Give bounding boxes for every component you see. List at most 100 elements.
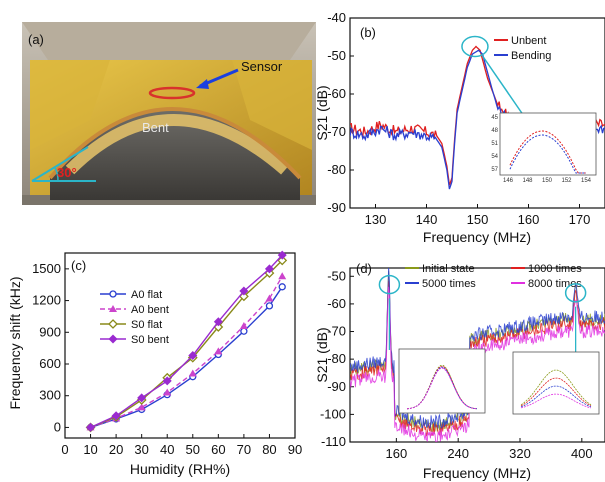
- panel-c-chart: (c) 0 10 20 30 40 50 60 70 80 9003006009001200150…: [7, 250, 302, 477]
- panel-d-inset-left-frame: [398, 348, 486, 414]
- panel-b-inset-ytick: 57: [491, 167, 498, 173]
- panel-b-chart: (b) 130 140 150 160 170 -40 -50 -60 -70 -80 -90 Fr…: [314, 10, 605, 245]
- panel-c-point-s0-flat: [277, 255, 288, 266]
- panel-b-inset-xtick: 148: [522, 178, 533, 184]
- panel-a-label: (a): [28, 32, 44, 47]
- panel-d-chart: 160 240 320 400-50-60-70-80-90-100-110 (d) …: [314, 261, 605, 481]
- panel-d-peak1-highlight: [378, 274, 401, 295]
- panel-b-legend-label: Unbent: [511, 35, 546, 47]
- panel-c-point-s0-bent: [277, 250, 287, 260]
- panel-c-point-a0-bent: [163, 388, 172, 396]
- panel-d-series-5000-times: [350, 268, 605, 429]
- panel-c-series-a0-flat: [90, 286, 283, 429]
- panel-c-ytick-label: 1200: [32, 293, 61, 308]
- panel-b-xtick-label: 130: [365, 212, 387, 227]
- panel-c-point-s0-bent: [188, 351, 198, 361]
- panel-d-legend-label: 1000 times: [528, 263, 582, 275]
- panel-c-ytick-label: 0: [54, 419, 61, 434]
- panel-d-xlabel: Frequency (MHz): [423, 465, 531, 481]
- panel-c-legend-label: S0 bent: [131, 334, 169, 346]
- panel-c-legend-marker-s0-flat: [108, 319, 118, 329]
- panel-b-inset-curve: [509, 134, 586, 174]
- panel-b-inset-ytick: 54: [491, 154, 498, 160]
- panel-b-ytick-label: -50: [327, 48, 346, 63]
- panel-d-ytick-label: -110: [321, 434, 346, 449]
- panel-b-xtick-label: 140: [416, 212, 438, 227]
- panel-c-legend-marker-a0-bent: [109, 305, 117, 312]
- panel-b-xtick-label: 160: [518, 212, 540, 227]
- panel-c-ytick-label: 300: [39, 388, 61, 403]
- panel-c-axes-frame: [64, 252, 296, 439]
- panel-c-series-s0-bent: [90, 254, 283, 429]
- panel-b-inset-xtick: 150: [542, 178, 553, 184]
- sensor-arrow-head: [196, 79, 209, 89]
- panel-c-point-a0-bent: [137, 403, 146, 411]
- panel-b-zoom-arrow: [481, 55, 529, 123]
- panel-c-xtick-label: 0: [61, 442, 68, 457]
- panel-d-inset-right-curve: [520, 385, 592, 408]
- panel-b-legend-label: Bending: [511, 50, 551, 62]
- panel-d-ytick-label: -100: [320, 406, 346, 421]
- angle-line-slope: [31, 146, 89, 182]
- panel-c-series-s0-flat: [90, 259, 283, 429]
- panel-c-point-a0-bent: [188, 369, 197, 377]
- panel-c-xtick-label: 90: [288, 442, 302, 457]
- panel-c-point-s0-bent: [213, 317, 223, 327]
- panel-c-xtick-label: 40: [160, 442, 174, 457]
- panel-c-xtick-label: 20: [109, 442, 123, 457]
- panel-c-series-a0-bent: [90, 275, 283, 429]
- panel-b-inset-curve: [509, 130, 586, 174]
- panel-c-ytick-label: 1500: [32, 261, 61, 276]
- bent-label: Bent: [142, 120, 169, 135]
- panel-c-xtick-label: 10: [83, 442, 97, 457]
- panel-b-inset-ytick: 45: [491, 115, 498, 121]
- panel-b-ylabel: S21 (dB): [314, 85, 330, 140]
- panel-d-ytick-label: -90: [327, 379, 346, 394]
- panel-c-xlabel: Humidity (RH%): [130, 461, 230, 477]
- panel-b-xlabel: Frequency (MHz): [423, 229, 531, 245]
- panel-c-point-a0-flat: [240, 327, 248, 335]
- panel-d-inset-right-curve: [520, 393, 592, 409]
- panel-c-legend-marker-s0-bent: [108, 334, 118, 344]
- panel-d-peak2-highlight: [564, 283, 587, 303]
- panel-d-inset-right-curve: [520, 369, 592, 406]
- panel-d-inset-right-curve: [520, 377, 592, 407]
- panel-b-ytick-label: -80: [327, 162, 346, 177]
- panel-d-ytick-label: -80: [327, 351, 346, 366]
- panel-b-inset-xtick: 154: [581, 178, 592, 184]
- panel-c-point-a0-bent: [265, 294, 274, 302]
- panel-c-point-a0-bent: [278, 272, 287, 280]
- panel-a-photo: Sensor Bent 30° (a): [22, 22, 316, 205]
- panel-c-legend-label: A0 bent: [131, 304, 169, 316]
- panel-c-legend-marker-a0-flat: [109, 290, 117, 298]
- panel-c-point-s0-bent: [86, 422, 96, 432]
- panel-c-point-a0-bent: [239, 321, 248, 329]
- panel-c-point-s0-bent: [137, 393, 147, 403]
- panel-b-inset-ytick: 48: [491, 128, 498, 134]
- panel-c-xtick-label: 80: [262, 442, 276, 457]
- panel-d-legend-label: 5000 times: [422, 278, 476, 290]
- panel-b-ytick-label: -60: [327, 86, 346, 101]
- panel-b-peak-highlight: [461, 35, 489, 58]
- sensor-label: Sensor: [241, 59, 283, 74]
- panel-b-inset-xtick: 146: [503, 178, 514, 184]
- panel-c-ytick-label: 900: [39, 324, 61, 339]
- panel-d-inset-left-curve: [406, 367, 478, 410]
- panel-d-inset-right-frame: [512, 351, 600, 415]
- panel-c-label: (c): [71, 258, 86, 273]
- panel-c-point-a0-bent: [214, 347, 223, 355]
- panel-b-ytick-label: -90: [327, 200, 346, 215]
- panel-d-label: (d): [356, 261, 372, 276]
- panel-b-xtick-label: 150: [467, 212, 489, 227]
- panel-b-inset-frame: [499, 112, 597, 176]
- panel-d-ylabel: S21 (dB): [314, 327, 330, 382]
- panel-c-xtick-label: 50: [186, 442, 200, 457]
- panel-c-point-s0-bent: [162, 376, 172, 386]
- panel-c-xtick-label: 70: [237, 442, 251, 457]
- panel-c-point-s0-bent: [264, 264, 274, 274]
- panel-c-legend-label: A0 flat: [131, 289, 162, 301]
- panel-c-point-a0-flat: [265, 302, 274, 310]
- panel-d-axes-frame: [349, 267, 605, 443]
- panel-b-ytick-label: -40: [327, 10, 346, 25]
